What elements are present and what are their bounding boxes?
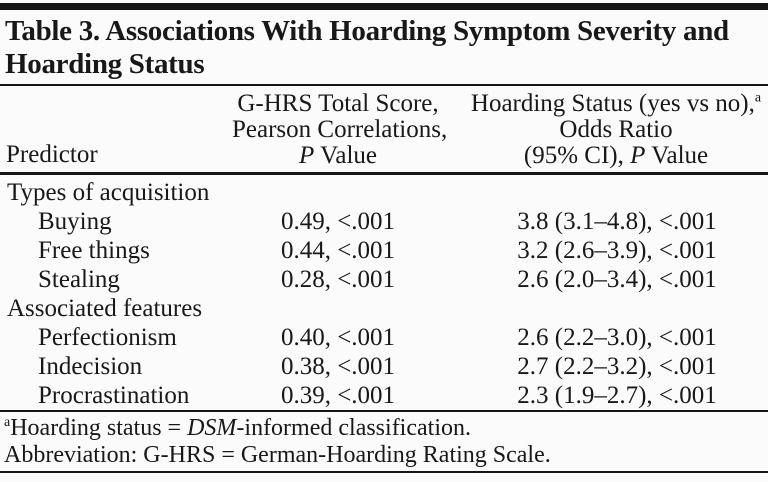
table-row: Stealing 0.28, <.001 2.6 (2.0–3.4), <.00… (0, 265, 768, 294)
ghrs-cell: 0.39, <.001 (280, 382, 396, 409)
predictor-cell: Perfectionism (38, 324, 177, 351)
odds-header-line2: Odds Ratio (559, 116, 673, 143)
footnotes: aHoarding status = DSM-informed classifi… (0, 412, 768, 471)
predictor-cell: Buying (38, 208, 112, 235)
odds-cell (444, 174, 768, 208)
footnote-a-dsm-italic: DSM (187, 415, 237, 441)
predictor-cell: Types of acquisition (7, 179, 210, 206)
footnote-a-post: -informed classification. (236, 415, 471, 441)
title-divider-rule (0, 84, 768, 86)
odds-cell: 2.6 (2.0–3.4), <.001 (517, 266, 717, 293)
odds-cell: 2.7 (2.2–3.2), <.001 (517, 353, 717, 380)
predictor-cell: Procrastination (38, 382, 190, 409)
odds-cell: 2.6 (2.2–3.0), <.001 (517, 324, 717, 351)
footnote-a: aHoarding status = DSM-informed classifi… (4, 415, 768, 442)
table-row: Free things 0.44, <.001 3.2 (2.6–3.9), <… (0, 236, 768, 265)
ghrs-header-line3: P Value (232, 143, 444, 169)
odds-cell: 3.2 (2.6–3.9), <.001 (517, 237, 717, 264)
table-row: Indecision 0.38, <.001 2.7 (2.2–3.2), <.… (0, 352, 768, 381)
table-row: Buying 0.49, <.001 3.8 (3.1–4.8), <.001 (0, 207, 768, 236)
ci-label: (95% CI), (523, 142, 631, 169)
column-header-predictor: Predictor (0, 86, 232, 175)
predictor-cell: Associated features (7, 295, 203, 322)
predictor-cell: Free things (38, 237, 150, 264)
odds-header-text: Hoarding Status (yes vs no), (470, 90, 755, 117)
footnote-a-marker: a (4, 415, 11, 430)
footnote-marker-a: a (754, 90, 762, 106)
table-title: Table 3. Associations With Hoarding Symp… (0, 10, 768, 84)
ghrs-cell: 0.44, <.001 (280, 237, 396, 264)
top-rule (0, 3, 768, 10)
bottom-rule (0, 471, 768, 473)
table-row-group: Associated features (0, 294, 768, 323)
ghrs-cell: 0.49, <.001 (280, 208, 396, 235)
table-row-group: Types of acquisition (0, 174, 768, 208)
p-value-rest: Value (314, 142, 377, 169)
odds-cell: 2.3 (1.9–2.7), <.001 (517, 382, 717, 409)
odds-header-line3: (95% CI), P Value (454, 143, 768, 169)
ghrs-header-line2: Pearson Correlations, (232, 116, 448, 143)
table-row: Perfectionism 0.40, <.001 2.6 (2.2–3.0),… (0, 323, 768, 352)
results-table: Predictor G-HRS Total Score, Pearson Cor… (0, 86, 768, 410)
p-value-italic: P (298, 142, 315, 169)
ghrs-cell (232, 294, 444, 323)
header-row: Predictor G-HRS Total Score, Pearson Cor… (0, 86, 768, 175)
odds-header-line1: Hoarding Status (yes vs no),a (454, 91, 768, 117)
table-row: Procrastination 0.39, <.001 2.3 (1.9–2.7… (0, 381, 768, 410)
table-title-line2: Hoarding Status (5, 48, 205, 80)
predictor-cell: Indecision (38, 353, 143, 380)
odds-cell (444, 294, 768, 323)
ghrs-cell: 0.38, <.001 (280, 353, 396, 380)
ghrs-cell (232, 174, 444, 208)
footnote-abbreviation: Abbreviation: G-HRS = German-Hoarding Ra… (4, 442, 551, 468)
column-header-odds-ratio: Hoarding Status (yes vs no),a Odds Ratio… (444, 86, 768, 175)
predictor-cell: Stealing (38, 266, 120, 293)
p-value-italic: P (630, 142, 646, 169)
odds-cell: 3.8 (3.1–4.8), <.001 (517, 208, 717, 235)
p-value-rest: Value (645, 142, 709, 169)
table-title-line1: Table 3. Associations With Hoarding Symp… (5, 15, 729, 47)
body-footnote-divider-rule (0, 410, 768, 412)
ghrs-header-line1: G-HRS Total Score, (237, 90, 439, 117)
column-header-ghrs: G-HRS Total Score, Pearson Correlations,… (232, 86, 448, 175)
footnote-a-pre: Hoarding status = (10, 415, 188, 441)
ghrs-cell: 0.40, <.001 (280, 324, 396, 351)
ghrs-cell: 0.28, <.001 (280, 266, 396, 293)
